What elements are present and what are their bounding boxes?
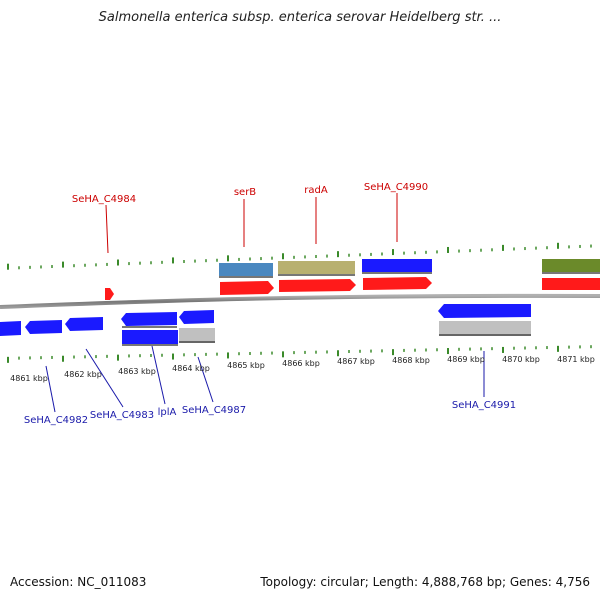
scale-label: 4865 kbp — [227, 361, 265, 370]
feature-lplA-shadow — [122, 326, 177, 328]
scale-label: 4861 kbp — [10, 374, 48, 383]
reverse-ticks — [7, 345, 592, 363]
scale-label: 4870 kbp — [502, 355, 540, 364]
topology-text: Topology: circular; Length: 4,888,768 bp… — [260, 575, 590, 589]
feature-serB-gene-shadow — [219, 276, 273, 278]
feature-serB-gene — [219, 263, 273, 276]
map-title: Salmonella enterica subsp. enterica sero… — [98, 10, 502, 25]
scale-label: 4863 kbp — [118, 367, 156, 376]
label-SeHA_C4984: SeHA_C4984 — [72, 194, 136, 205]
forward-ticks — [7, 242, 592, 270]
accession-text: Accession: NC_011083 — [10, 575, 147, 589]
scale-labels: 4861 kbp 4862 kbp 4863 kbp 4864 kbp 4865… — [10, 355, 595, 383]
feature-SeHA_C4984 — [105, 288, 114, 300]
feature-reverse-b — [122, 330, 178, 344]
feature-SeHA_C4990-gene — [362, 259, 432, 272]
scale-label: 4864 kbp — [172, 364, 210, 373]
label-SeHA_C4983: SeHA_C4983 — [90, 410, 154, 421]
feature-lplA — [121, 312, 177, 326]
reverse-features[interactable] — [0, 304, 531, 346]
feature-radA-cds — [279, 279, 356, 292]
scale-label: 4871 kbp — [557, 355, 595, 364]
feature-next-gene-shadow — [542, 272, 600, 274]
reverse-gene-labels: SeHA_C4982 SeHA_C4983 lplA SeHA_C4987 Se… — [24, 400, 516, 426]
feature-reverse-c — [179, 328, 215, 341]
scale-label: 4862 kbp — [64, 370, 102, 379]
feature-SeHA_C4991 — [438, 304, 531, 318]
feature-SeHA_C4991-gray-shadow — [439, 334, 531, 336]
label-lplA: lplA — [158, 407, 177, 418]
feature-SeHA_C4990-gene-shadow — [362, 272, 432, 274]
label-SeHA_C4990: SeHA_C4990 — [364, 182, 428, 193]
feature-SeHA_C4991-gray — [439, 321, 531, 334]
forward-features[interactable] — [105, 259, 600, 300]
label-SeHA_C4991: SeHA_C4991 — [452, 400, 516, 411]
feature-next-cds — [542, 278, 600, 290]
scale-label: 4867 kbp — [337, 357, 375, 366]
feature-reverse-a — [0, 321, 21, 336]
feature-next-gene — [542, 259, 600, 272]
label-serB: serB — [234, 187, 256, 198]
feature-radA-gene — [278, 261, 355, 274]
feature-SeHA_C4982 — [25, 320, 62, 334]
label-radA: radA — [304, 185, 328, 196]
label-SeHA_C4987: SeHA_C4987 — [182, 405, 246, 416]
feature-serB-cds — [220, 281, 274, 295]
feature-SeHA_C4983 — [65, 317, 103, 331]
scale-label: 4866 kbp — [282, 359, 320, 368]
label-SeHA_C4982: SeHA_C4982 — [24, 415, 88, 426]
forward-gene-labels: SeHA_C4984 serB radA SeHA_C4990 — [72, 182, 428, 205]
feature-SeHA_C4990-cds — [363, 277, 432, 290]
scale-label: 4869 kbp — [447, 355, 485, 364]
feature-radA-gene-shadow — [278, 274, 355, 276]
label-leaders — [45, 193, 485, 413]
scale-label: 4868 kbp — [392, 356, 430, 365]
feature-reverse-b-shadow — [122, 344, 178, 346]
feature-reverse-c-shadow — [179, 341, 215, 343]
feature-SeHA_C4987 — [179, 310, 214, 324]
genome-backbone — [0, 293, 600, 309]
